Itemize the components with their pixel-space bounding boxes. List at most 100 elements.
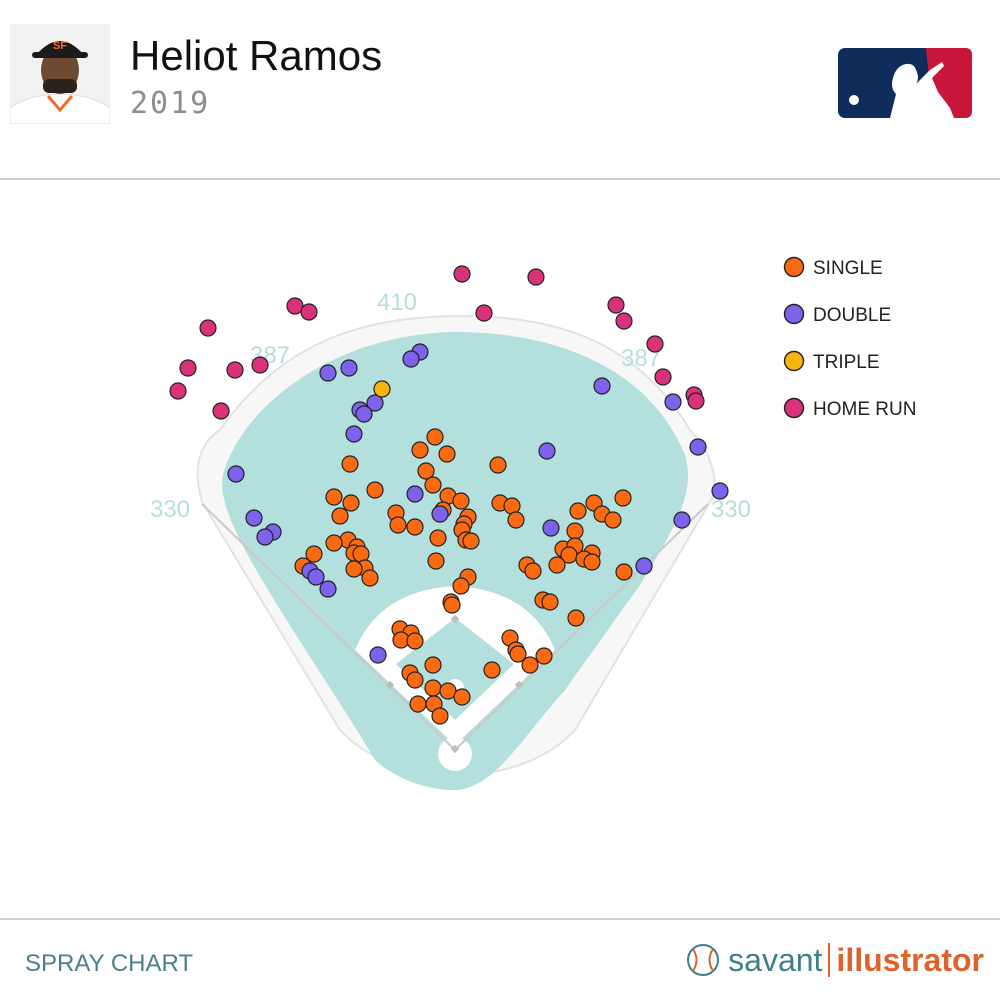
hit-point-single <box>366 481 384 499</box>
hit-point-double <box>402 350 420 368</box>
hit-point-single <box>541 593 559 611</box>
hit-point-double <box>307 568 325 586</box>
hit-point-single <box>389 516 407 534</box>
hit-point-home-run <box>527 268 545 286</box>
hit-point-single <box>406 632 424 650</box>
legend-swatch-double <box>783 303 805 325</box>
svg-text:SF: SF <box>53 40 67 52</box>
hit-point-double <box>542 519 560 537</box>
hit-point-home-run <box>251 356 269 374</box>
hit-point-single <box>452 492 470 510</box>
hit-point-home-run <box>475 304 493 322</box>
hit-point-single <box>604 511 622 529</box>
hit-point-double <box>635 557 653 575</box>
hit-point-single <box>509 645 527 663</box>
footer: SPRAY CHART savant illustrator <box>0 918 1000 1000</box>
legend-label-double: DOUBLE <box>813 305 891 326</box>
hit-point-single <box>331 507 349 525</box>
hit-point-single <box>417 462 435 480</box>
legend-item-double: DOUBLE <box>783 303 891 326</box>
hit-point-double <box>345 425 363 443</box>
legend-label-triple: TRIPLE <box>813 352 880 373</box>
legend-swatch-single <box>783 256 805 278</box>
season-year: 2019 <box>130 86 211 121</box>
hit-point-double <box>664 393 682 411</box>
hit-point-single <box>548 556 566 574</box>
hit-point-home-run <box>654 368 672 386</box>
hit-point-double <box>593 377 611 395</box>
hit-point-single <box>483 661 501 679</box>
player-name: Heliot Ramos <box>130 32 383 79</box>
hit-point-home-run <box>453 265 471 283</box>
hit-point-home-run <box>646 335 664 353</box>
hit-point-double <box>256 528 274 546</box>
hit-point-single <box>438 445 456 463</box>
hit-point-single <box>583 553 601 571</box>
batted-ball-marks <box>169 265 729 725</box>
right-foul-line <box>454 503 709 751</box>
hit-point-single <box>345 560 363 578</box>
hit-point-single <box>426 428 444 446</box>
hit-point-double <box>319 580 337 598</box>
hit-point-single <box>443 596 461 614</box>
hit-point-single <box>521 656 539 674</box>
hit-point-single <box>507 511 525 529</box>
hit-point-single <box>431 707 449 725</box>
hit-point-single <box>342 494 360 512</box>
home-plate-circle <box>438 737 472 771</box>
hit-point-double <box>538 442 556 460</box>
legend-label-single: SINGLE <box>813 258 883 279</box>
hit-point-home-run <box>615 312 633 330</box>
hit-point-single <box>325 534 343 552</box>
hit-point-home-run <box>226 361 244 379</box>
hit-point-single <box>406 518 424 536</box>
hit-point-single <box>341 455 359 473</box>
home-plate <box>450 744 460 754</box>
second-base <box>450 614 460 624</box>
hit-point-single <box>453 688 471 706</box>
legend-item-home-run: HOME RUN <box>783 397 916 420</box>
hit-point-single <box>325 488 343 506</box>
hit-point-single <box>462 532 480 550</box>
chart-type-label: SPRAY CHART <box>25 950 194 977</box>
spray-chart: 330 387 410 387 330 SINGLE DOUBLE TRIPLE… <box>150 256 916 790</box>
distance-label-left-line: 330 <box>150 496 190 523</box>
hit-point-double <box>673 511 691 529</box>
hit-point-home-run <box>300 303 318 321</box>
hit-point-triple <box>373 380 391 398</box>
hit-point-single <box>305 545 323 563</box>
baseball-icon <box>687 944 720 976</box>
hit-point-home-run <box>169 382 187 400</box>
legend-label-home-run: HOME RUN <box>813 399 916 420</box>
hit-point-single <box>489 456 507 474</box>
hit-point-home-run <box>212 402 230 420</box>
hit-point-single <box>567 609 585 627</box>
hit-point-single <box>411 441 429 459</box>
hit-point-home-run <box>199 319 217 337</box>
savant-illustrator-brand: savant illustrator <box>686 938 984 982</box>
hit-point-double <box>689 438 707 456</box>
hit-point-double <box>431 505 449 523</box>
distance-label-center: 410 <box>377 289 417 316</box>
hit-point-double <box>366 394 384 412</box>
hit-point-home-run <box>687 392 705 410</box>
hit-point-home-run <box>607 296 625 314</box>
player-headshot-icon: SF <box>10 24 110 124</box>
hit-point-single <box>427 552 445 570</box>
brand-divider <box>828 943 831 977</box>
hit-point-double <box>711 482 729 500</box>
brand-illustrator: illustrator <box>836 941 984 978</box>
distance-label-right-line: 330 <box>711 496 751 523</box>
hit-point-single <box>361 569 379 587</box>
mlb-logo-icon <box>838 48 972 118</box>
hit-point-double <box>245 509 263 527</box>
hit-point-double <box>406 485 424 503</box>
legend-item-single: SINGLE <box>783 256 883 279</box>
fence-distance-labels: 330 387 410 387 330 <box>150 289 751 523</box>
first-base <box>514 680 524 690</box>
hit-point-single <box>424 476 442 494</box>
brand-savant: savant <box>728 941 823 978</box>
hit-point-single <box>406 671 424 689</box>
infield-grass <box>396 618 514 720</box>
hit-point-single <box>429 529 447 547</box>
